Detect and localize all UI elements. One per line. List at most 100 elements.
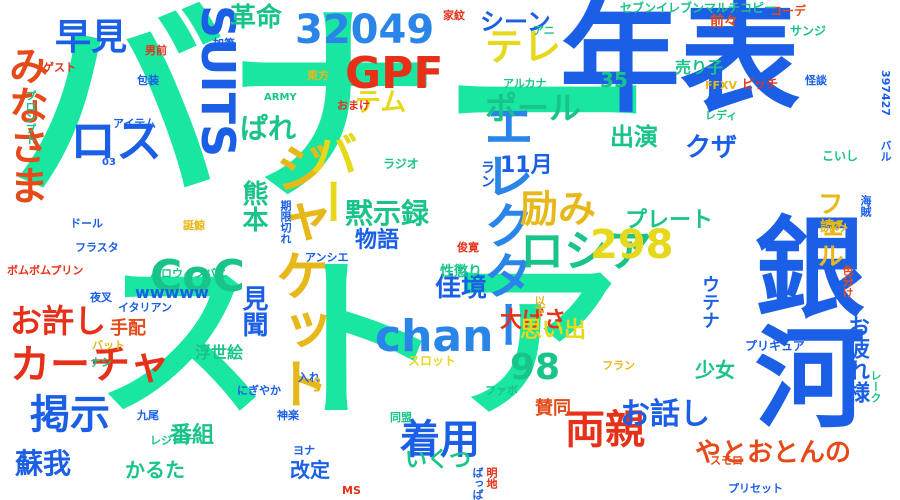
cloud-word: レジーナ bbox=[150, 434, 194, 447]
cloud-word: 夜叉 bbox=[90, 291, 112, 304]
cloud-word: アニ bbox=[533, 24, 555, 37]
cloud-word: 賛同 bbox=[535, 398, 571, 419]
cloud-word: フラスタ bbox=[75, 241, 119, 254]
cloud-word: SUITS bbox=[191, 5, 245, 158]
cloud-word: 番組 bbox=[170, 423, 215, 448]
cloud-word: セブンイレブンマルチコピー bbox=[620, 1, 777, 15]
cloud-word: アルカナ bbox=[503, 77, 547, 90]
cloud-word: 397427 bbox=[879, 70, 892, 116]
cloud-word: 少女 bbox=[695, 358, 735, 382]
cloud-word: おまけ bbox=[337, 99, 370, 112]
cloud-word: 手配 bbox=[110, 318, 146, 339]
cloud-word: 11月 bbox=[500, 153, 553, 178]
cloud-word: 03 bbox=[102, 157, 116, 168]
cloud-word: こいし bbox=[822, 149, 859, 163]
cloud-word: ハロウィンバニ bbox=[150, 267, 227, 280]
cloud-word: 35 bbox=[600, 68, 628, 92]
cloud-word: 早見 bbox=[55, 17, 128, 58]
cloud-word: お話し bbox=[620, 397, 710, 432]
cloud-word: ぱれ bbox=[240, 112, 297, 145]
cloud-word: 読み bbox=[820, 219, 848, 235]
cloud-word: プリセット bbox=[728, 482, 783, 495]
cloud-word: フラン bbox=[602, 359, 635, 372]
cloud-word: 銀河 bbox=[736, 210, 864, 430]
cloud-word: ロス bbox=[70, 114, 162, 168]
cloud-word: ナシ bbox=[90, 356, 112, 369]
cloud-word: 98 bbox=[510, 347, 561, 388]
cloud-word: コーデ bbox=[770, 4, 807, 18]
cloud-word: シーン bbox=[480, 8, 551, 36]
cloud-word: 性懲り bbox=[440, 264, 482, 280]
cloud-word: ラジオ bbox=[383, 157, 419, 171]
cloud-word: お許し bbox=[10, 302, 107, 340]
cloud-word: 以下 bbox=[533, 295, 546, 317]
cloud-word: にぎやか bbox=[237, 384, 281, 397]
cloud-word: ボムボムプリン bbox=[7, 264, 84, 277]
cloud-word: ロシア bbox=[520, 226, 652, 277]
cloud-word: GPF bbox=[345, 48, 444, 99]
cloud-word: ARMY bbox=[264, 92, 297, 103]
cloud-word: ジャケット bbox=[266, 140, 329, 410]
cloud-word: 海賊 bbox=[859, 195, 872, 217]
cloud-word: テレ bbox=[485, 25, 562, 69]
cloud-word: 家紋 bbox=[443, 9, 465, 22]
cloud-word: ゲスト bbox=[43, 61, 76, 74]
cloud-word: ヨナ bbox=[293, 444, 315, 457]
cloud-word: 怪談 bbox=[805, 74, 827, 87]
cloud-word: 浮世絵 bbox=[195, 343, 244, 362]
cloud-word: クザ bbox=[685, 133, 738, 163]
cloud-word: FFXV bbox=[705, 79, 738, 92]
cloud-word: いくつ bbox=[405, 448, 472, 473]
cloud-word: 思い出 bbox=[520, 318, 587, 343]
cloud-word: ばっぱ bbox=[471, 467, 484, 500]
cloud-word: バー bbox=[301, 130, 357, 226]
cloud-word: バナー bbox=[10, 0, 655, 233]
cloud-word: 入れ bbox=[298, 371, 320, 384]
cloud-word: アイテム bbox=[113, 117, 156, 130]
cloud-word: カーチャ bbox=[10, 342, 170, 388]
cloud-word: ストア bbox=[95, 241, 620, 444]
cloud-word: ラン bbox=[479, 160, 495, 188]
cloud-word: 物語 bbox=[355, 228, 400, 253]
cloud-word: 年表 bbox=[560, 0, 800, 129]
cloud-word: バット bbox=[92, 339, 125, 352]
cloud-word: on bbox=[311, 377, 324, 393]
cloud-word: CoC bbox=[150, 251, 245, 302]
cloud-word: テム bbox=[355, 88, 407, 118]
cloud-word: スモロ bbox=[710, 454, 743, 467]
cloud-word: 同盟 bbox=[390, 411, 412, 424]
cloud-word: ドール bbox=[70, 217, 103, 230]
cloud-word: フェル bbox=[813, 190, 843, 268]
cloud-word: 佳境 bbox=[435, 273, 488, 303]
cloud-word: 革命 bbox=[230, 3, 283, 33]
cloud-word: イタリアン bbox=[118, 301, 173, 314]
cloud-word: 男前 bbox=[145, 44, 167, 57]
cloud-word: ファボ bbox=[485, 384, 518, 397]
cloud-word: お疲れ様 bbox=[844, 315, 869, 403]
cloud-word: 期限切れ bbox=[279, 200, 292, 244]
cloud-word: 黙示録 bbox=[345, 197, 430, 230]
cloud-word: みなさま bbox=[2, 45, 48, 205]
cloud-word: 色分け bbox=[841, 265, 854, 298]
cloud-word: 九尾 bbox=[137, 409, 159, 422]
cloud-word: 神楽 bbox=[277, 409, 299, 422]
cloud-word: 掲示 bbox=[30, 392, 110, 438]
cloud-word: 東方 bbox=[307, 69, 329, 82]
cloud-word: プロンプト bbox=[24, 90, 37, 145]
cloud-word: プリキュア bbox=[745, 339, 805, 353]
cloud-word: ポール bbox=[485, 89, 582, 127]
cloud-word: 着用 bbox=[400, 417, 480, 463]
cloud-word: 励み bbox=[520, 187, 597, 231]
cloud-word: 見聞 bbox=[238, 285, 268, 337]
cloud-word: プレート bbox=[625, 208, 714, 233]
cloud-word: 包装 bbox=[137, 74, 159, 87]
cloud-word: 加筆 bbox=[213, 37, 235, 50]
cloud-word: ウテナ bbox=[699, 275, 720, 329]
cloud-word: エレクター bbox=[476, 100, 534, 350]
cloud-word: 298 bbox=[590, 222, 674, 268]
cloud-word: wwwww bbox=[135, 283, 209, 302]
cloud-word: レーク bbox=[869, 370, 882, 403]
cloud-word: MS bbox=[342, 484, 361, 497]
cloud-word: chan bbox=[375, 311, 494, 362]
